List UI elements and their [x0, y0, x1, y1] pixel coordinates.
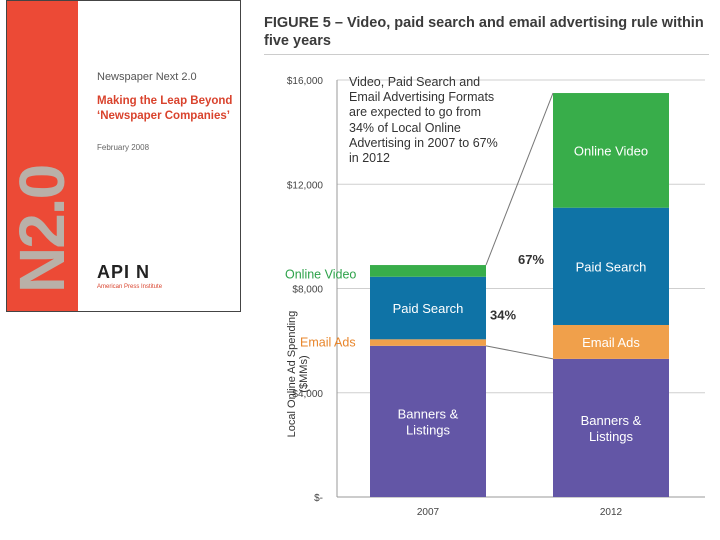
bar-segment-email-ads — [553, 324, 669, 359]
chart-callout: Video, Paid Search and Email Advertising… — [349, 75, 498, 166]
pct-2012-label: 67% — [518, 252, 544, 267]
x-tick-label: 2012 — [600, 507, 623, 518]
pct-2007-label: 34% — [490, 308, 516, 323]
bar-label: Listings — [589, 429, 634, 444]
connector-bottom — [485, 345, 554, 360]
figure-title: FIGURE 5 – Video, paid search and email … — [264, 15, 704, 49]
bar-label: Banners & — [581, 413, 642, 428]
publisher-logo: API N — [97, 262, 151, 282]
y-tick-label: $16,000 — [287, 76, 324, 87]
bar-segment-online-video — [553, 93, 669, 208]
bar-segment-email-ads — [370, 339, 486, 346]
bar-segment-paid-search — [370, 276, 486, 340]
y-tick-label: $12,000 — [287, 180, 324, 191]
x-tick-label: 2007 — [417, 507, 440, 518]
cover-date: February 2008 — [97, 143, 150, 152]
bar-label: Banners & — [398, 406, 459, 421]
cover-title: Making the Leap Beyond ‘Newspaper Compan… — [97, 95, 233, 122]
publisher-name: American Press Institute — [97, 284, 163, 290]
bar-label: Email Ads — [582, 335, 640, 350]
figure-title-rule — [264, 54, 709, 55]
cover-spine: N2.0 — [6, 1, 78, 311]
bar-label: Listings — [406, 422, 451, 437]
y-tick-label: $8,000 — [292, 285, 323, 296]
bar-segment-paid-search — [553, 207, 669, 325]
y-tick-label: $4,000 — [292, 389, 323, 400]
y-tick-label: $- — [314, 493, 323, 504]
email-ads-side-label: Email Ads — [300, 336, 356, 350]
y-axis-label: Local Online Ad Spending ($MMs) — [286, 310, 310, 438]
bar-label: Paid Search — [576, 259, 647, 274]
bar-label: Online Video — [574, 143, 648, 158]
bar-label: Paid Search — [393, 301, 464, 316]
report-cover: N2.0 Newspaper Next 2.0 Making the Leap … — [6, 0, 241, 312]
bar-segment-banners-listings — [553, 358, 669, 497]
online-video-side-label: Online Video — [285, 267, 356, 281]
cover-series: Newspaper Next 2.0 — [97, 71, 197, 83]
bar-segment-online-video — [370, 265, 486, 277]
bar-segment-banners-listings — [370, 345, 486, 497]
connector-top — [485, 92, 554, 266]
